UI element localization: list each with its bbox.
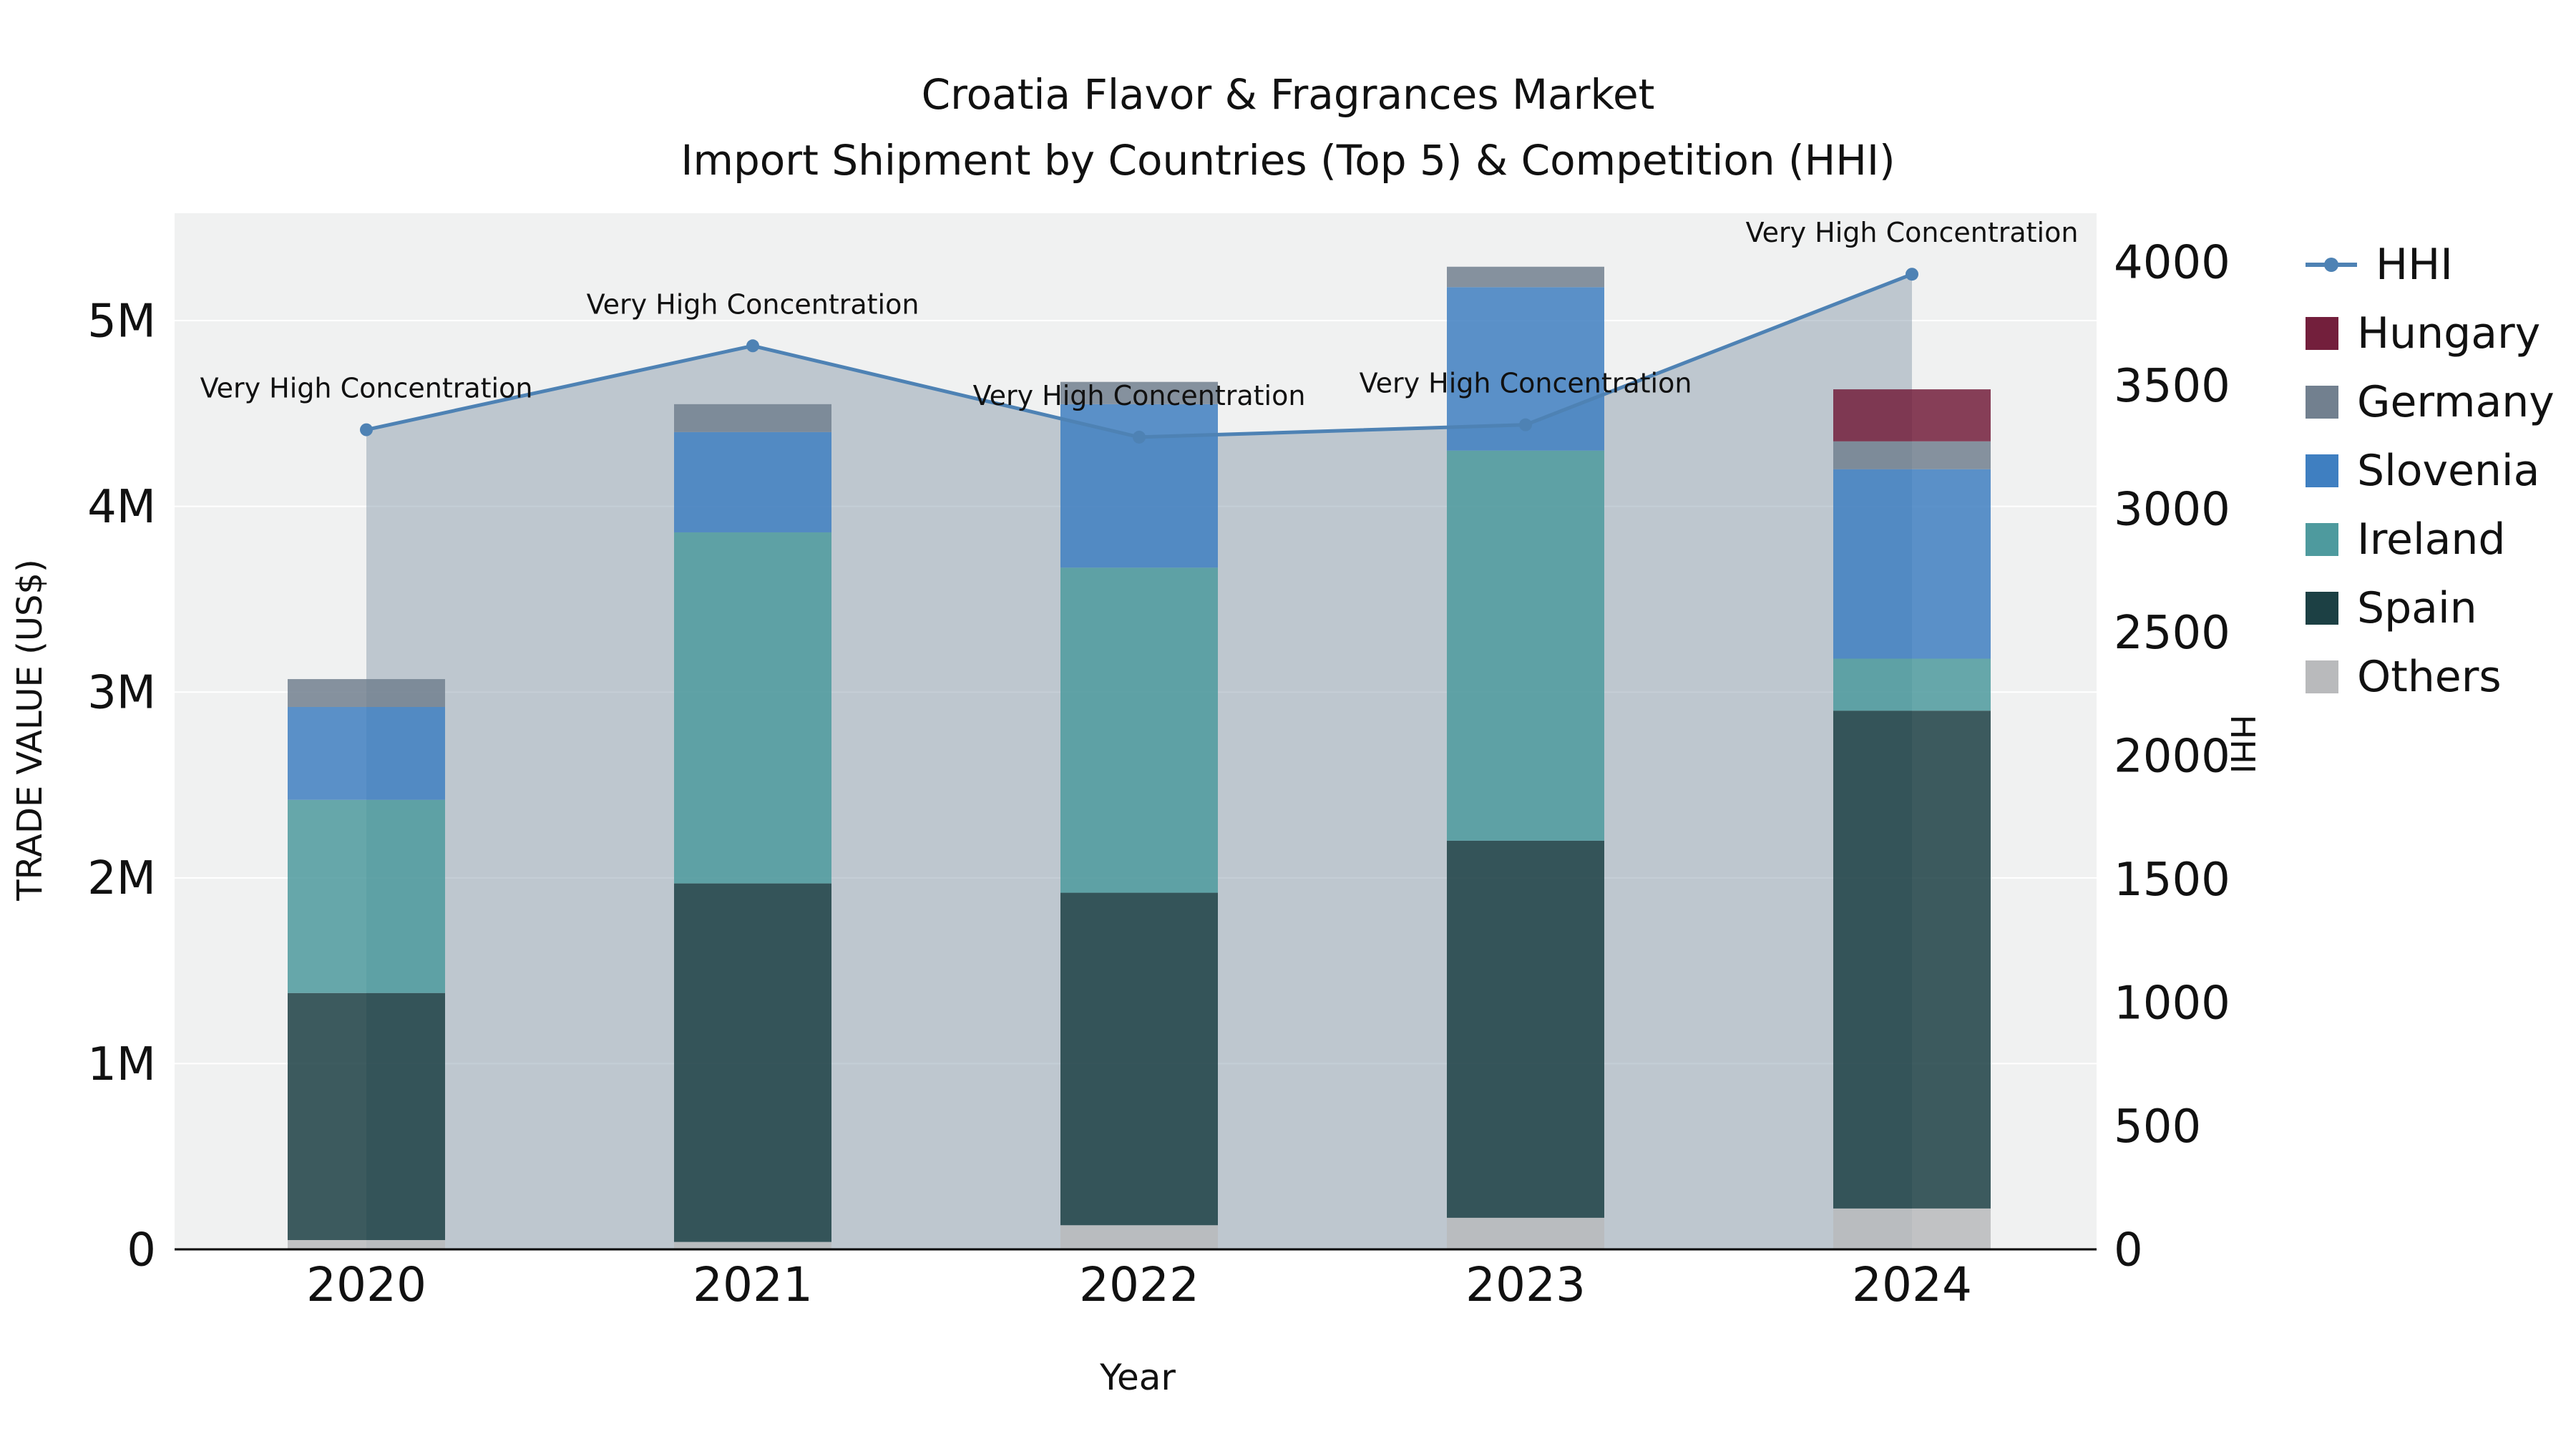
right-axis-title: HHI (2223, 714, 2262, 774)
bar-segment-ireland-2024 (1833, 658, 1991, 711)
x-axis-title: Year (1100, 1357, 1176, 1398)
bar-segment-spain-2020 (288, 992, 445, 1241)
left-axis-title: TRADE VALUE (US$) (10, 559, 50, 901)
annotation-2022: Very High Concentration (973, 380, 1306, 411)
bar-segment-hungary-2024 (1833, 389, 1991, 441)
bar-segment-slovenia-2021 (674, 431, 831, 532)
right-tick-4000: 4000 (2114, 236, 2230, 289)
legend-label-spain: Spain (2357, 583, 2477, 633)
legend-line-dot (2324, 258, 2338, 272)
legend-item-hungary: Hungary (2306, 299, 2555, 368)
bar-segment-others-2022 (1060, 1225, 1218, 1249)
x-tick-2024: 2024 (1852, 1257, 1972, 1312)
right-tick-3000: 3000 (2114, 483, 2230, 536)
x-tick-2020: 2020 (306, 1257, 426, 1312)
annotation-2020: Very High Concentration (200, 373, 533, 404)
legend-swatch-hungary (2306, 317, 2338, 350)
hhi-marker-2021 (746, 339, 759, 353)
hhi-marker-2022 (1133, 430, 1146, 444)
chart-title-line1: Croatia Flavor & Fragrances Market (921, 70, 1655, 119)
bar-segment-others-2021 (674, 1241, 831, 1249)
chart-title: Croatia Flavor & Fragrances Market Impor… (0, 62, 2576, 193)
bar-segment-slovenia-2024 (1833, 469, 1991, 659)
legend-label-hhi: HHI (2376, 240, 2453, 290)
legend-item-ireland: Ireland (2306, 505, 2555, 574)
legend-item-hhi: HHI (2306, 230, 2555, 299)
bar-segment-spain-2024 (1833, 711, 1991, 1209)
left-tick-0: 0 (127, 1224, 156, 1277)
annotation-2023: Very High Concentration (1360, 368, 1692, 399)
bar-segment-slovenia-2022 (1060, 404, 1218, 568)
bar-segment-spain-2021 (674, 883, 831, 1242)
legend-label-ireland: Ireland (2357, 514, 2506, 565)
legend-item-others: Others (2306, 643, 2555, 711)
legend-swatch-ireland (2306, 523, 2338, 556)
legend-label-others: Others (2357, 652, 2502, 702)
annotation-2024: Very High Concentration (1746, 217, 2079, 248)
hhi-marker-2023 (1519, 418, 1532, 431)
left-tick-5M: 5M (87, 295, 156, 348)
legend-line-marker (2306, 258, 2357, 272)
chart-title-line2: Import Shipment by Countries (Top 5) & C… (680, 136, 1896, 185)
bar-segment-slovenia-2020 (288, 706, 445, 800)
left-tick-3M: 3M (87, 667, 156, 720)
hhi-marker-2024 (1906, 268, 1918, 281)
x-tick-2023: 2023 (1465, 1257, 1586, 1312)
right-tick-2000: 2000 (2114, 730, 2230, 783)
legend-label-hungary: Hungary (2357, 308, 2541, 358)
left-tick-4M: 4M (87, 481, 156, 534)
hhi-marker-2020 (360, 423, 373, 436)
legend-item-germany: Germany (2306, 368, 2555, 436)
bar-segment-germany-2024 (1833, 441, 1991, 469)
annotation-2021: Very High Concentration (587, 288, 919, 320)
legend-label-slovenia: Slovenia (2357, 446, 2540, 496)
right-tick-500: 500 (2114, 1101, 2201, 1153)
left-tick-2M: 2M (87, 852, 156, 905)
bar-segment-germany-2022 (1060, 381, 1218, 404)
right-tick-1000: 1000 (2114, 977, 2230, 1030)
bar-segment-others-2023 (1447, 1217, 1604, 1249)
bar-segment-germany-2020 (288, 679, 445, 707)
bar-segment-spain-2023 (1447, 840, 1604, 1218)
right-tick-1500: 1500 (2114, 854, 2230, 907)
bar-segment-others-2024 (1833, 1208, 1991, 1249)
bar-segment-ireland-2021 (674, 532, 831, 884)
legend-swatch-others (2306, 660, 2338, 693)
right-tick-3500: 3500 (2114, 360, 2230, 413)
bar-segment-others-2020 (288, 1240, 445, 1249)
x-tick-2021: 2021 (693, 1257, 813, 1312)
bar-segment-ireland-2023 (1447, 450, 1604, 841)
legend-swatch-slovenia (2306, 454, 2338, 487)
bar-segment-spain-2022 (1060, 892, 1218, 1226)
legend-item-slovenia: Slovenia (2306, 436, 2555, 505)
bar-segment-germany-2021 (674, 404, 831, 432)
bar-segment-germany-2023 (1447, 266, 1604, 288)
x-tick-2022: 2022 (1079, 1257, 1199, 1312)
bar-segment-ireland-2022 (1060, 567, 1218, 893)
legend: HHI Hungary Germany Slovenia Ireland Spain Oth… (2306, 230, 2555, 711)
legend-swatch-spain (2306, 592, 2338, 625)
legend-swatch-germany (2306, 386, 2338, 419)
bar-segment-ireland-2020 (288, 799, 445, 993)
legend-label-germany: Germany (2357, 377, 2555, 427)
right-tick-0: 0 (2114, 1224, 2143, 1277)
legend-item-spain: Spain (2306, 574, 2555, 643)
right-tick-2500: 2500 (2114, 607, 2230, 660)
left-tick-1M: 1M (87, 1038, 156, 1091)
